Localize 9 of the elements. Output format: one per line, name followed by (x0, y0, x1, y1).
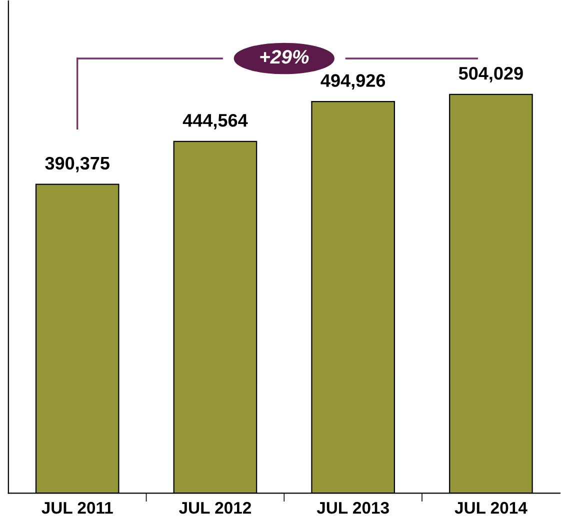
data-label: 494,926 (320, 74, 386, 90)
x-tick-label: JUL 2012 (179, 502, 251, 514)
data-label: 390,375 (45, 156, 110, 172)
x-tick-label: JUL 2014 (454, 502, 528, 514)
data-label: 504,029 (458, 66, 523, 82)
annotation: +29% (260, 50, 309, 64)
x-tick-label: JUL 2013 (316, 502, 389, 514)
data-label: 444,564 (182, 114, 248, 130)
x-tick-label: JUL 2011 (42, 502, 113, 514)
